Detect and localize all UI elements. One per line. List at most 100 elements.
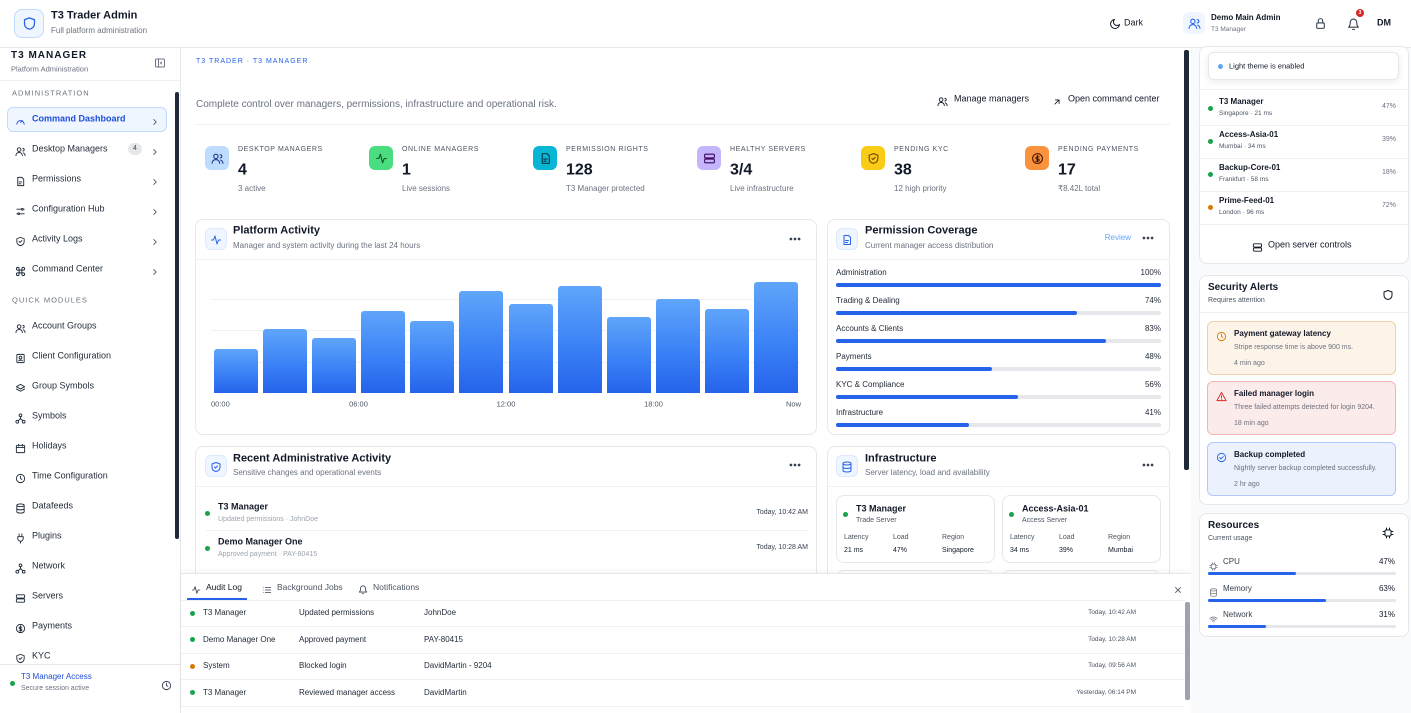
icon-shape xyxy=(17,415,23,421)
icon-shape xyxy=(211,235,221,245)
icon xyxy=(1215,389,1227,401)
text: T3 Manager xyxy=(203,687,247,697)
status-dot xyxy=(842,511,848,517)
icon-shape xyxy=(15,598,25,603)
icon xyxy=(1216,450,1227,462)
icon-shape xyxy=(153,209,157,215)
progress-bar xyxy=(836,423,970,427)
icon-shape xyxy=(1031,152,1043,164)
text: 47% xyxy=(1381,102,1396,110)
nav-item[interactable] xyxy=(7,404,167,429)
text: Open command center xyxy=(1068,93,1160,104)
icon-shape xyxy=(1031,152,1043,164)
text: Live sessions xyxy=(402,184,451,194)
icon xyxy=(841,460,853,473)
text: Notifications xyxy=(373,581,420,592)
text: PENDING KYC xyxy=(894,145,949,153)
text: Accounts & Clients xyxy=(836,324,904,334)
bar xyxy=(656,298,701,393)
divider xyxy=(1199,125,1409,126)
icon-shape xyxy=(211,462,221,472)
text: Infrastructure xyxy=(865,452,937,465)
icon xyxy=(15,501,26,514)
status-dot xyxy=(9,680,15,686)
text: DESKTOP MANAGERS xyxy=(238,145,323,153)
icon-shape xyxy=(158,58,162,68)
icon xyxy=(14,321,26,333)
text: T3 Manager xyxy=(856,503,907,514)
icon-shape xyxy=(15,502,25,507)
icon xyxy=(22,16,37,31)
divider xyxy=(1199,158,1409,159)
grid-line xyxy=(211,298,801,300)
text: Network xyxy=(1223,610,1253,620)
icon-shape xyxy=(15,353,25,363)
icon-shape xyxy=(845,240,849,243)
icon-shape xyxy=(17,565,23,571)
icon-shape xyxy=(1142,463,1146,467)
text: Datafeeds xyxy=(32,500,74,511)
text: KYC & Compliance xyxy=(836,380,905,390)
icon-shape xyxy=(1110,19,1120,29)
icon-shape xyxy=(262,587,272,593)
icon xyxy=(150,234,160,245)
icon-shape xyxy=(1175,587,1181,593)
text: Today, 10:42 AM xyxy=(756,508,808,516)
nav-item[interactable] xyxy=(7,434,167,459)
divider xyxy=(181,600,1185,601)
nav-item[interactable] xyxy=(7,524,167,549)
icon-shape xyxy=(15,473,25,483)
text: HEALTHY SERVERS xyxy=(730,145,806,153)
icon-shape xyxy=(15,119,25,125)
text: Resources xyxy=(1208,520,1260,531)
bottom-drawer xyxy=(181,573,1191,713)
icon-shape xyxy=(1347,18,1359,30)
bar xyxy=(705,308,750,393)
icon xyxy=(841,233,853,245)
text: Load xyxy=(893,533,909,541)
icon-shape xyxy=(15,236,25,246)
divider xyxy=(827,486,1170,487)
text: 17 xyxy=(1058,161,1076,179)
nav-item[interactable] xyxy=(7,106,167,132)
icon-shape xyxy=(789,237,793,241)
icon-shape xyxy=(16,176,24,186)
icon-shape xyxy=(16,532,24,544)
nav-item[interactable] xyxy=(7,494,167,519)
status-dot xyxy=(189,690,195,695)
nav-item[interactable] xyxy=(7,167,167,192)
text: 12 high priority xyxy=(894,184,947,194)
bar xyxy=(213,348,258,393)
icon-shape xyxy=(1142,236,1154,240)
icon-shape xyxy=(1188,18,1200,29)
progress-bar xyxy=(836,395,1018,399)
divider xyxy=(206,530,808,531)
icon-shape xyxy=(21,419,26,424)
bar xyxy=(508,303,553,393)
nav-item[interactable] xyxy=(7,614,167,639)
text: PERMISSION RIGHTS xyxy=(566,145,649,153)
nav-item[interactable] xyxy=(7,554,167,579)
icon xyxy=(15,531,26,544)
x-axis-label: 00:00 xyxy=(211,399,230,409)
icon xyxy=(15,234,26,246)
icon-shape xyxy=(358,585,368,595)
icon-shape xyxy=(1382,527,1394,539)
icon-shape xyxy=(16,176,24,186)
text: DavidMartin xyxy=(424,687,467,697)
icon-shape xyxy=(15,207,25,215)
icon-shape xyxy=(1384,529,1392,537)
icon-shape xyxy=(1175,587,1181,593)
icon-shape xyxy=(1146,463,1150,467)
nav-item[interactable] xyxy=(7,227,167,252)
grid-line xyxy=(211,361,801,363)
icon xyxy=(1216,329,1227,341)
icon-shape xyxy=(165,682,168,687)
icon-shape xyxy=(211,462,221,472)
text: 38 xyxy=(894,161,912,179)
nav-item[interactable] xyxy=(7,584,167,609)
status-dot xyxy=(1207,204,1213,210)
icon-shape xyxy=(1210,563,1216,569)
divider xyxy=(196,124,1170,125)
